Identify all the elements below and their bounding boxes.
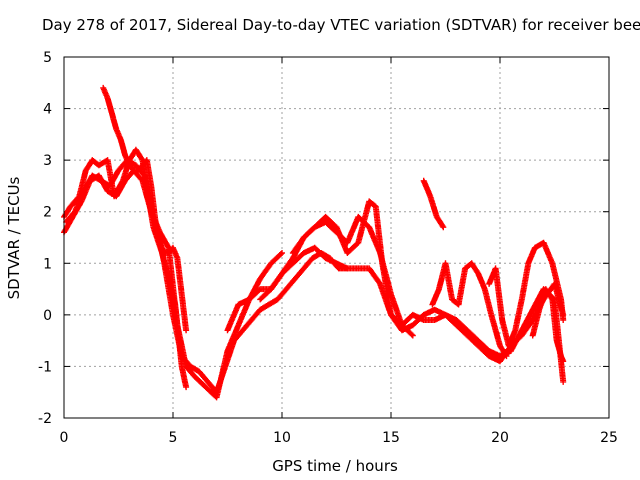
x-tick-label: 0: [60, 430, 69, 446]
x-tick-label: 10: [273, 430, 291, 446]
y-tick-label: 4: [43, 102, 52, 118]
series-track-7: [289, 213, 416, 339]
x-tick-label: 15: [382, 430, 400, 446]
plot-area: [61, 84, 567, 401]
chart-title: Day 278 of 2017, Sidereal Day-to-day VTE…: [42, 16, 640, 34]
x-tick-label: 5: [169, 430, 178, 446]
series-track-4: [100, 84, 190, 334]
y-tick-label: 1: [43, 256, 52, 272]
x-axis: 0 5 10 15 20 25: [60, 57, 618, 446]
series-track-9: [429, 260, 510, 360]
y-tick-label: 3: [43, 153, 52, 169]
x-tick-label: 20: [491, 430, 509, 446]
y-tick-label: 5: [43, 50, 52, 66]
y-tick-label: 2: [43, 205, 52, 221]
plot-frame: [63, 56, 610, 419]
y-tick-label: -2: [38, 411, 52, 427]
y-axis-label: SDTVAR / TECUs: [5, 176, 23, 299]
series-track-8: [420, 177, 447, 231]
series-track-11: [529, 286, 567, 365]
x-axis-label: GPS time / hours: [272, 457, 398, 475]
series-track-10: [486, 239, 567, 349]
x-tick-label: 25: [600, 430, 618, 446]
y-tick-label: 0: [43, 308, 52, 324]
y-tick-label: -1: [38, 359, 52, 375]
y-axis: -2 -1 0 1 2 3 4 5: [38, 50, 609, 427]
